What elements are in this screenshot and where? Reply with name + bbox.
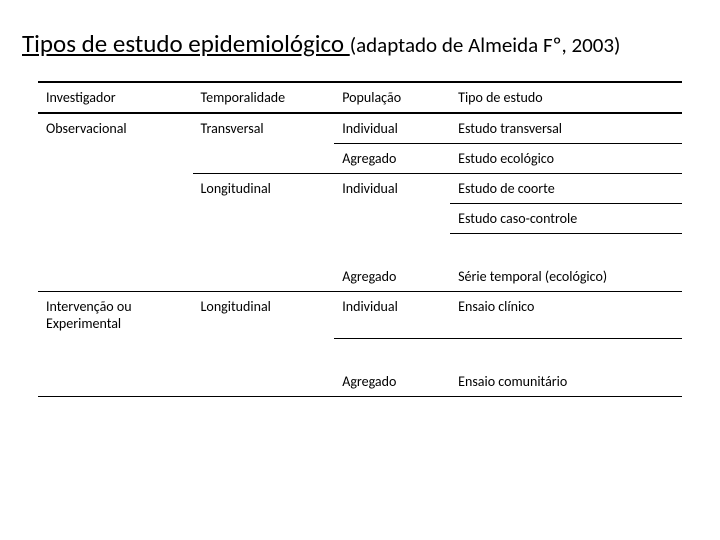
cell [38,262,193,292]
cell: Observacional [38,113,193,144]
col-header: Temporalidade [193,82,335,113]
title-main: Tipos de estudo epidemiológico [22,28,350,59]
cell: Individual [334,174,450,204]
cell: Longitudinal [193,174,335,204]
table-row: Agregado Ensaio comunitário [38,367,682,397]
cell: Estudo ecológico [450,144,682,174]
table-row: Agregado Estudo ecológico [38,144,682,174]
cell [38,144,193,174]
table-row: Agregado Série temporal (ecológico) [38,262,682,292]
cell: Longitudinal [193,292,335,339]
cell: Transversal [193,113,335,144]
cell [193,204,335,234]
table-row: Longitudinal Individual Estudo de coorte [38,174,682,204]
cell: Agregado [334,367,450,397]
title-sub: (adaptado de Almeida Fº, 2003) [350,32,621,58]
cell [38,367,193,397]
col-header: Tipo de estudo [450,82,682,113]
cell: Série temporal (ecológico) [450,262,682,292]
cell [193,367,335,397]
table-spacer [38,338,682,367]
slide-title: Tipos de estudo epidemiológico (adaptado… [0,0,720,59]
table-spacer [38,234,682,263]
cell: Intervenção ou Experimental [38,292,193,339]
cell: Individual [334,292,450,339]
col-header: Investigador [38,82,193,113]
table-header-row: Investigador Temporalidade População Tip… [38,82,682,113]
cell: Ensaio comunitário [450,367,682,397]
col-header: População [334,82,450,113]
table-row: Intervenção ou Experimental Longitudinal… [38,292,682,339]
cell: Ensaio clínico [450,292,682,339]
table-row: Observacional Transversal Individual Est… [38,113,682,144]
cell [38,174,193,204]
cell [38,204,193,234]
study-types-table: Investigador Temporalidade População Tip… [38,81,682,397]
cell [334,204,450,234]
cell [193,262,335,292]
cell: Estudo caso-controle [450,204,682,234]
cell [193,144,335,174]
table-row: Estudo caso-controle [38,204,682,234]
cell: Estudo de coorte [450,174,682,204]
cell: Agregado [334,262,450,292]
cell: Estudo transversal [450,113,682,144]
cell: Individual [334,113,450,144]
cell: Agregado [334,144,450,174]
